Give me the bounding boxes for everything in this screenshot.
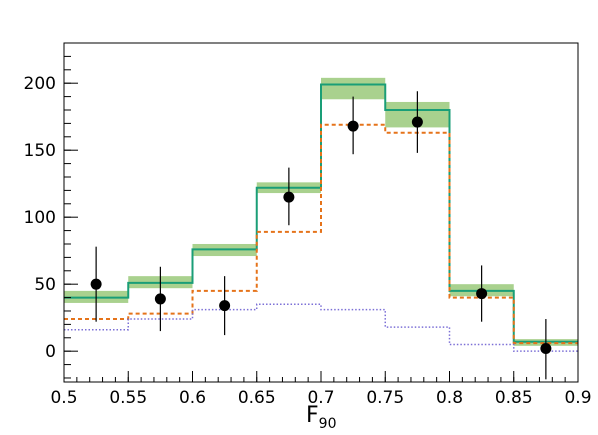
x-axis-title: F90 <box>306 403 336 432</box>
data-point-4 <box>347 120 359 132</box>
data-point-1 <box>154 293 166 305</box>
band-bin-4 <box>321 77 386 100</box>
data-points <box>90 91 552 380</box>
step-series-solid <box>64 83 578 343</box>
data-point-6 <box>476 288 488 300</box>
x-tick-label-6: 0.8 <box>436 388 463 408</box>
x-tick-label-7: 0.85 <box>495 388 533 408</box>
data-point-5 <box>411 116 423 128</box>
y-tick-label-3: 150 <box>24 141 56 161</box>
x-axis-title-main: F <box>306 403 319 428</box>
x-tick-label-3: 0.65 <box>238 388 276 408</box>
data-point-2 <box>219 300 231 312</box>
y-tick-label-0: 0 <box>45 342 56 362</box>
y-tick-label-2: 100 <box>24 208 56 228</box>
data-point-7 <box>540 343 552 355</box>
y-tick-label-1: 50 <box>34 275 56 295</box>
y-tick-labels: 0 50 100 150 200 <box>24 74 56 362</box>
x-tick-labels: 0.5 0.55 0.6 0.65 0.7 0.75 0.8 0.85 0.9 <box>50 388 591 408</box>
y-tick-label-4: 200 <box>24 74 56 94</box>
x-tick-label-4: 0.7 <box>307 388 334 408</box>
axis-ticks <box>63 55 579 382</box>
x-axis-title-subscript: 90 <box>319 416 337 432</box>
x-tick-label-2: 0.6 <box>179 388 206 408</box>
x-tick-label-0: 0.5 <box>50 388 77 408</box>
x-tick-label-1: 0.55 <box>109 388 147 408</box>
data-point-3 <box>283 191 295 203</box>
step-series-dotted <box>64 303 578 352</box>
histogram-lines <box>64 83 578 352</box>
x-tick-label-8: 0.9 <box>564 388 591 408</box>
x-tick-label-5: 0.75 <box>366 388 404 408</box>
data-point-0 <box>90 278 102 290</box>
